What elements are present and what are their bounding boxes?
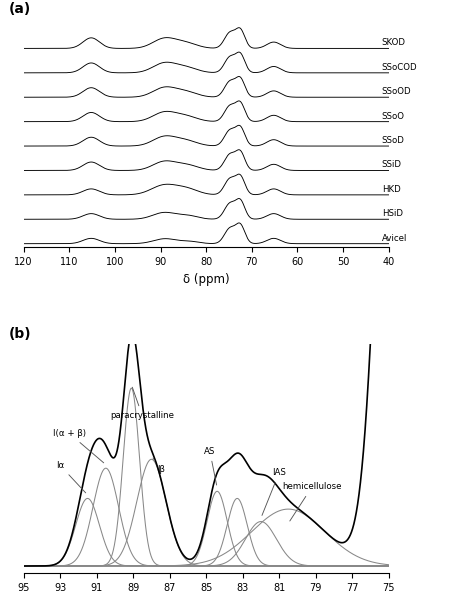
- X-axis label: δ (ppm): δ (ppm): [183, 273, 229, 285]
- Text: SSoCOD: SSoCOD: [382, 63, 418, 72]
- Text: paracrystalline: paracrystalline: [110, 387, 174, 420]
- Text: Iα: Iα: [56, 461, 86, 493]
- Text: I(α + β): I(α + β): [53, 429, 104, 463]
- Text: SSoOD: SSoOD: [382, 87, 411, 96]
- Text: HSiD: HSiD: [382, 209, 403, 219]
- Text: SSoD: SSoD: [382, 136, 405, 145]
- Text: SKOD: SKOD: [382, 38, 406, 47]
- Text: AS: AS: [204, 447, 217, 485]
- Text: (b): (b): [9, 327, 32, 341]
- Text: HKD: HKD: [382, 185, 401, 194]
- Text: SSiD: SSiD: [382, 161, 402, 170]
- Text: (a): (a): [9, 2, 31, 16]
- Text: Avicel: Avicel: [382, 233, 407, 242]
- Text: IAS: IAS: [262, 468, 286, 515]
- Text: SSoO: SSoO: [382, 112, 405, 121]
- Text: Iβ: Iβ: [153, 458, 164, 473]
- Text: hemicellulose: hemicellulose: [283, 482, 342, 521]
